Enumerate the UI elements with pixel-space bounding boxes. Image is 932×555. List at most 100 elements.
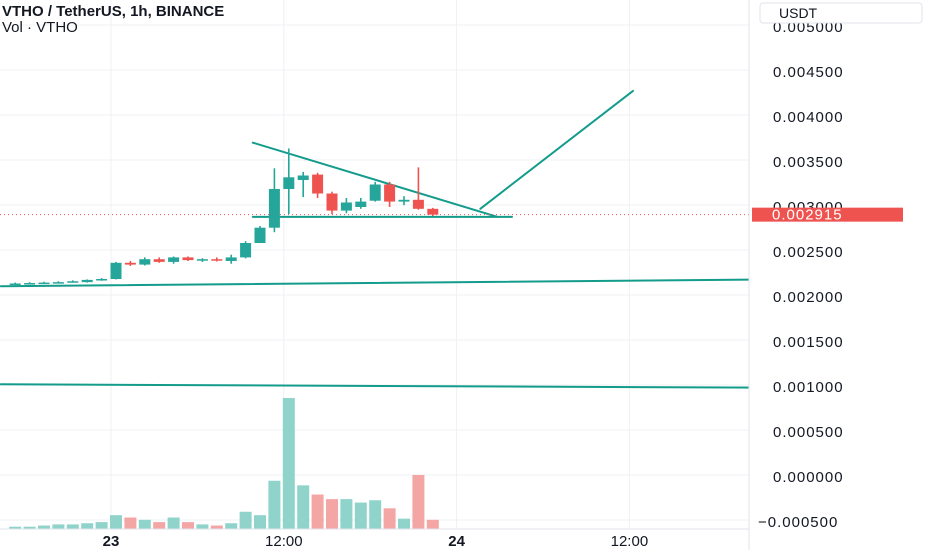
volume-indicator-label[interactable]: Vol · VTHO bbox=[2, 19, 78, 36]
candle bbox=[52, 281, 64, 284]
candle bbox=[196, 258, 208, 262]
candle-body bbox=[384, 184, 396, 202]
candle-body bbox=[139, 259, 151, 265]
candle bbox=[369, 181, 381, 202]
volume-bar bbox=[268, 480, 281, 529]
candle-body bbox=[124, 262, 136, 265]
candle bbox=[326, 191, 338, 215]
candle bbox=[254, 225, 266, 243]
candle bbox=[211, 257, 223, 262]
candle-body bbox=[268, 189, 280, 228]
price-tick-label: 0.004000 bbox=[773, 109, 844, 126]
candle bbox=[412, 167, 424, 210]
volume-bars bbox=[9, 398, 439, 529]
price-axis-panel[interactable] bbox=[749, 0, 932, 550]
candle-body bbox=[9, 283, 21, 285]
candle-body bbox=[24, 283, 36, 285]
currency-button[interactable]: USDT bbox=[759, 2, 923, 24]
candle bbox=[384, 181, 396, 207]
volume-bar bbox=[153, 522, 166, 529]
candle-body bbox=[182, 257, 194, 261]
volume-bar bbox=[354, 502, 367, 529]
volume-bar bbox=[138, 519, 151, 529]
volume-bar bbox=[52, 524, 65, 529]
trendline-breakout-arrow[interactable] bbox=[479, 89, 634, 210]
volume-bar bbox=[182, 522, 194, 529]
trendlines[interactable] bbox=[0, 89, 820, 389]
candle bbox=[312, 172, 324, 198]
price-tick-label: 0.004500 bbox=[773, 64, 844, 81]
volume-bar bbox=[167, 517, 180, 529]
volume-bar bbox=[9, 526, 22, 529]
currency-label: USDT bbox=[779, 5, 818, 21]
volume-bar bbox=[110, 515, 122, 529]
candle-body bbox=[196, 259, 208, 261]
candle-body bbox=[369, 184, 381, 201]
candle bbox=[297, 171, 309, 198]
volume-bar bbox=[254, 515, 266, 529]
volume-bar bbox=[196, 524, 209, 529]
candle bbox=[283, 148, 295, 215]
candle-body bbox=[240, 243, 252, 258]
candle bbox=[81, 279, 93, 283]
candle-body bbox=[326, 193, 338, 211]
volume-bar bbox=[412, 474, 425, 529]
volume-bar bbox=[398, 518, 410, 529]
candle-body bbox=[412, 199, 424, 209]
candle bbox=[168, 256, 180, 264]
volume-bar bbox=[326, 499, 338, 529]
candle-body bbox=[110, 262, 122, 279]
candle-body bbox=[52, 282, 64, 284]
candle-body bbox=[81, 279, 93, 283]
candle bbox=[427, 207, 439, 216]
price-tick-label: −0.000500 bbox=[758, 514, 838, 531]
candle bbox=[225, 254, 237, 264]
candle bbox=[67, 280, 79, 283]
volume-bar bbox=[23, 526, 36, 529]
trendline-support-lower[interactable] bbox=[0, 383, 820, 389]
price-tick-label: 0.002000 bbox=[773, 289, 844, 306]
price-tick-label: 0.000000 bbox=[773, 469, 844, 486]
candle bbox=[9, 282, 21, 285]
candle-body bbox=[211, 259, 223, 261]
candle-body bbox=[168, 257, 180, 262]
candles bbox=[9, 148, 439, 285]
candle-body bbox=[283, 177, 295, 189]
volume-bar bbox=[311, 494, 324, 529]
candle bbox=[38, 281, 50, 285]
volume-bar bbox=[210, 525, 223, 529]
candle bbox=[24, 282, 36, 285]
candle bbox=[110, 261, 122, 280]
time-axis[interactable]: 23 12:00 24 12:00 bbox=[103, 533, 649, 550]
candle bbox=[355, 198, 367, 209]
candle bbox=[398, 196, 410, 206]
time-tick-label: 24 bbox=[448, 533, 465, 550]
time-tick-label: 12:00 bbox=[611, 533, 649, 550]
volume-bar bbox=[66, 524, 79, 529]
price-tick-label: 0.002500 bbox=[773, 244, 844, 261]
candle-body bbox=[312, 174, 324, 194]
trendline-support-upper[interactable] bbox=[0, 278, 820, 288]
candle-body bbox=[427, 208, 439, 215]
candle bbox=[153, 257, 165, 263]
trendline-descending[interactable] bbox=[251, 141, 499, 218]
time-tick-label: 12:00 bbox=[265, 533, 303, 550]
candle-body bbox=[355, 201, 367, 207]
volume-bar bbox=[95, 522, 108, 529]
candle-body bbox=[153, 259, 165, 262]
volume-bar bbox=[297, 485, 310, 529]
volume-bar bbox=[383, 508, 396, 529]
candle bbox=[139, 257, 151, 266]
candle bbox=[124, 261, 136, 266]
candle bbox=[182, 256, 194, 261]
price-tick-label: 0.003500 bbox=[773, 154, 844, 171]
volume-bar bbox=[239, 511, 252, 529]
candle-body bbox=[96, 279, 108, 281]
price-axis[interactable]: 0.0050000.0045000.0040000.0035000.003000… bbox=[758, 19, 844, 531]
candle bbox=[96, 278, 108, 281]
candle-body bbox=[398, 199, 410, 202]
candle-body bbox=[254, 227, 266, 243]
time-tick-label: 23 bbox=[103, 533, 120, 550]
